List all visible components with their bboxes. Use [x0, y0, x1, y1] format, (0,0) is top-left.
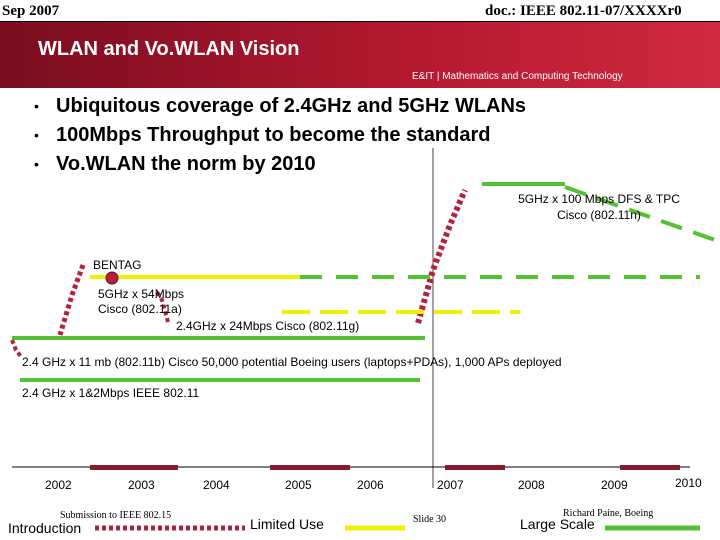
legend-limited-use-label: Limited Use	[250, 516, 324, 532]
year-label: 2007	[437, 478, 464, 492]
slide-title: WLAN and Vo.WLAN Vision	[38, 38, 300, 60]
slide-date: Sep 2007	[2, 3, 60, 19]
label-80211b: 2.4 GHz x 11 mb (802.11b) Cisco 50,000 p…	[22, 355, 562, 369]
banner-subtitle: E&IT | Mathematics and Computing Technol…	[412, 71, 623, 82]
large-scale-80211n-projection	[564, 185, 716, 242]
year-label: 2006	[357, 478, 384, 492]
intro-ramp-80211a	[57, 264, 86, 336]
year-label: 2002	[45, 478, 72, 492]
year-label: 2010	[675, 476, 702, 490]
year-bar-2003	[90, 465, 178, 470]
bullet-item: • Vo.WLAN the norm by 2010	[34, 150, 526, 179]
footer-slide-number: Slide 30	[413, 514, 447, 525]
footer-submission: Submission to IEEE 802.15	[60, 510, 172, 521]
document-number: doc.: IEEE 802.11-07/XXXXr0	[485, 3, 682, 19]
intro-ramp-80211b	[10, 339, 24, 360]
legend-introduction-label: Introduction	[8, 520, 82, 536]
intro-ramp-80211g	[155, 290, 170, 323]
year-label: 2005	[285, 478, 312, 492]
year-label: 2008	[518, 478, 545, 492]
label-bentag: BENTAG	[93, 258, 142, 272]
label-80211-legacy: 2.4 GHz x 1&2Mbps IEEE 802.11	[22, 386, 200, 400]
legend-large-scale-label: Large Scale	[520, 516, 595, 532]
year-label: 2003	[128, 478, 155, 492]
bullet-item: • 100Mbps Throughput to become the standa…	[34, 121, 526, 150]
title-banner	[0, 22, 720, 88]
year-bar-2009	[620, 465, 680, 470]
label-80211g: 2.4GHz x 24Mbps Cisco (802.11g)	[176, 319, 360, 333]
footer-author: Richard Paine, Boeing	[563, 508, 654, 519]
intro-ramp-80211n	[415, 188, 468, 324]
bullet-list: • Ubiquitous coverage of 2.4GHz and 5GHz …	[34, 92, 526, 179]
year-label: 2009	[601, 478, 628, 492]
label-80211a-line1: 5GHz x 54Mbps	[98, 287, 185, 301]
header-rule	[0, 21, 720, 22]
bullet-dot: •	[34, 127, 39, 143]
label-80211a-line2: Cisco (802.11a)	[98, 302, 182, 316]
label-80211n-line2: Cisco (802.11n)	[557, 208, 641, 222]
label-80211n-line1: 5GHz x 100 Mbps DFS & TPC	[518, 192, 680, 206]
bullet-dot: •	[34, 156, 39, 172]
year-bar-2005	[270, 465, 350, 470]
bullet-dot: •	[34, 98, 39, 114]
bentag-marker	[105, 271, 119, 285]
bullet-item: • Ubiquitous coverage of 2.4GHz and 5GHz …	[34, 92, 526, 121]
year-bar-2007	[445, 465, 505, 470]
year-label: 2004	[203, 478, 230, 492]
